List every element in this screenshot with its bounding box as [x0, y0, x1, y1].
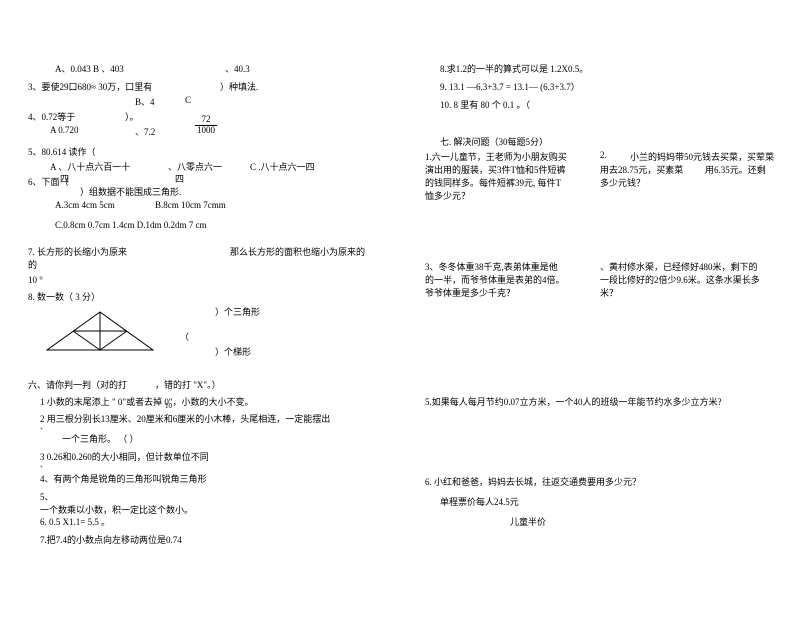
- j2x: 、: [40, 422, 47, 432]
- j2b: 一个三角形。 （ ）: [62, 432, 139, 445]
- q3b: ）种填法.: [220, 80, 258, 93]
- j3x: 、: [40, 460, 47, 470]
- q3: 3、要使29口680≈ 30万，口里有: [28, 80, 152, 93]
- q3-b4: B、4: [135, 95, 155, 108]
- q3-c: C: [185, 95, 191, 105]
- q6b: ）组数据不能围成三角形.: [80, 185, 181, 198]
- triangle-figure: [45, 310, 155, 352]
- opt-c: 、40.3: [225, 62, 250, 75]
- r10: 10. 8 里有 80 个 0.1 。（: [440, 98, 530, 111]
- p3b: 的一半，而爷爷体重是表弟的4倍。: [425, 273, 565, 286]
- q8-paren: （: [180, 330, 189, 343]
- j1: 1 小数的末尾添上 " 0"或者去掉 0"，小数的大小不变。: [40, 395, 254, 408]
- j6: 6. 0.5 X1.1= 5.5 。: [40, 515, 110, 528]
- p4b: 一段比修好的2倍少9.6米。这条水渠长多: [600, 273, 760, 286]
- sec7: 七. 解决问题（30每题5分）: [440, 135, 548, 148]
- sec6a: 六、请你判一判（对的打: [28, 378, 127, 391]
- j7: 7.把7.4的小数点向左移动两位是0.74: [40, 533, 182, 546]
- opt-a: A、0.043 B 、403: [55, 62, 124, 75]
- p3c: 爷爷体重是多少千克？: [425, 286, 515, 299]
- p6: 6. 小红和爸爸，妈妈去长城，往返交通费要用多少元？: [425, 475, 641, 488]
- j1-10: 10: [165, 402, 172, 410]
- p1c: 的钱同样多。每件短裤39元, 每件T: [425, 176, 561, 189]
- p4c: 米？: [600, 286, 618, 299]
- j3: 3 0.26和0.260的大小相同，但计数单位不同: [40, 450, 209, 463]
- q4: 4、0.72等于: [28, 110, 75, 123]
- p4a: 、黄村修水渠，已经修好480米，剩下的: [600, 260, 758, 273]
- r9: 9. 13.1 —6.3+3.7 = 13.1— (6.3+3.7）: [440, 80, 580, 93]
- q5-b2: 四: [175, 172, 184, 185]
- q6: 6、下面（: [28, 175, 69, 188]
- q7a: 7. 长方形的长缩小为原来: [28, 245, 127, 258]
- p5: 5.如果每人每月节约0.07立方米，一个40人的班级一年能节约水多少立方米?: [425, 395, 722, 408]
- p2d: 多少元钱？: [600, 176, 645, 189]
- q6-cd: C.0.8cm 0.7cm 1.4cm D.1dm 0.2dm 7 cm: [55, 220, 206, 230]
- q5-c: C .八十点六一四: [250, 160, 315, 173]
- p2b: 用去28.75元，买素菜: [600, 163, 683, 176]
- q8: 8. 数一数（ 3 分）: [28, 290, 100, 303]
- sec6b: ，错的打 "X"。）: [155, 378, 221, 391]
- p3a: 3、冬冬体重38千克,表弟体重是他: [425, 260, 558, 273]
- p1a: 1.六一儿童节，王老师为小朋友购买: [425, 150, 567, 163]
- q6-b: B.8cm 10cm 7cmm: [155, 200, 226, 210]
- q7-deg: 10 °: [28, 275, 43, 285]
- p1d: 恤多少元？: [425, 189, 470, 202]
- q4-a: A 0.720: [50, 125, 79, 135]
- p2c: 用6.35元。还剩: [705, 163, 766, 176]
- q4-72: 、7.2: [135, 125, 155, 138]
- q7c: 的: [28, 258, 37, 271]
- r8: 8.求1.2的一半的算式可以是 1.2X0.5。: [440, 62, 588, 75]
- frac-den: 1000: [195, 126, 217, 136]
- j2: 2 用三根分别长13厘米、20厘米和6厘米的小木棒，头尾相连，一定能摆出: [40, 412, 330, 425]
- q6-a: A.3cm 4cm 5cm: [55, 200, 115, 210]
- q4b: ）。: [125, 110, 139, 123]
- q8-trap: ）个梯形: [215, 345, 251, 358]
- p1b: 演出用的服装，买3件T恤和5件短裤: [425, 163, 566, 176]
- q8-tri: ）个三角形: [215, 305, 260, 318]
- q7b: 那么长方形的面积也缩小为原来的: [230, 245, 365, 258]
- q4-frac: 721000: [195, 115, 217, 136]
- p2n: 2.: [600, 150, 607, 160]
- j4: 4、有两个角是锐角的三角形叫锐角三角形: [40, 472, 207, 485]
- p6c: 儿童半价: [510, 515, 546, 528]
- p2a: 小兰的妈妈带50元钱去买菜，买荤菜: [630, 150, 774, 163]
- p6b: 单程票价每人24.5元: [440, 495, 519, 508]
- q5: 5、80.614 读作（: [28, 145, 96, 158]
- j5: 5、: [40, 490, 54, 503]
